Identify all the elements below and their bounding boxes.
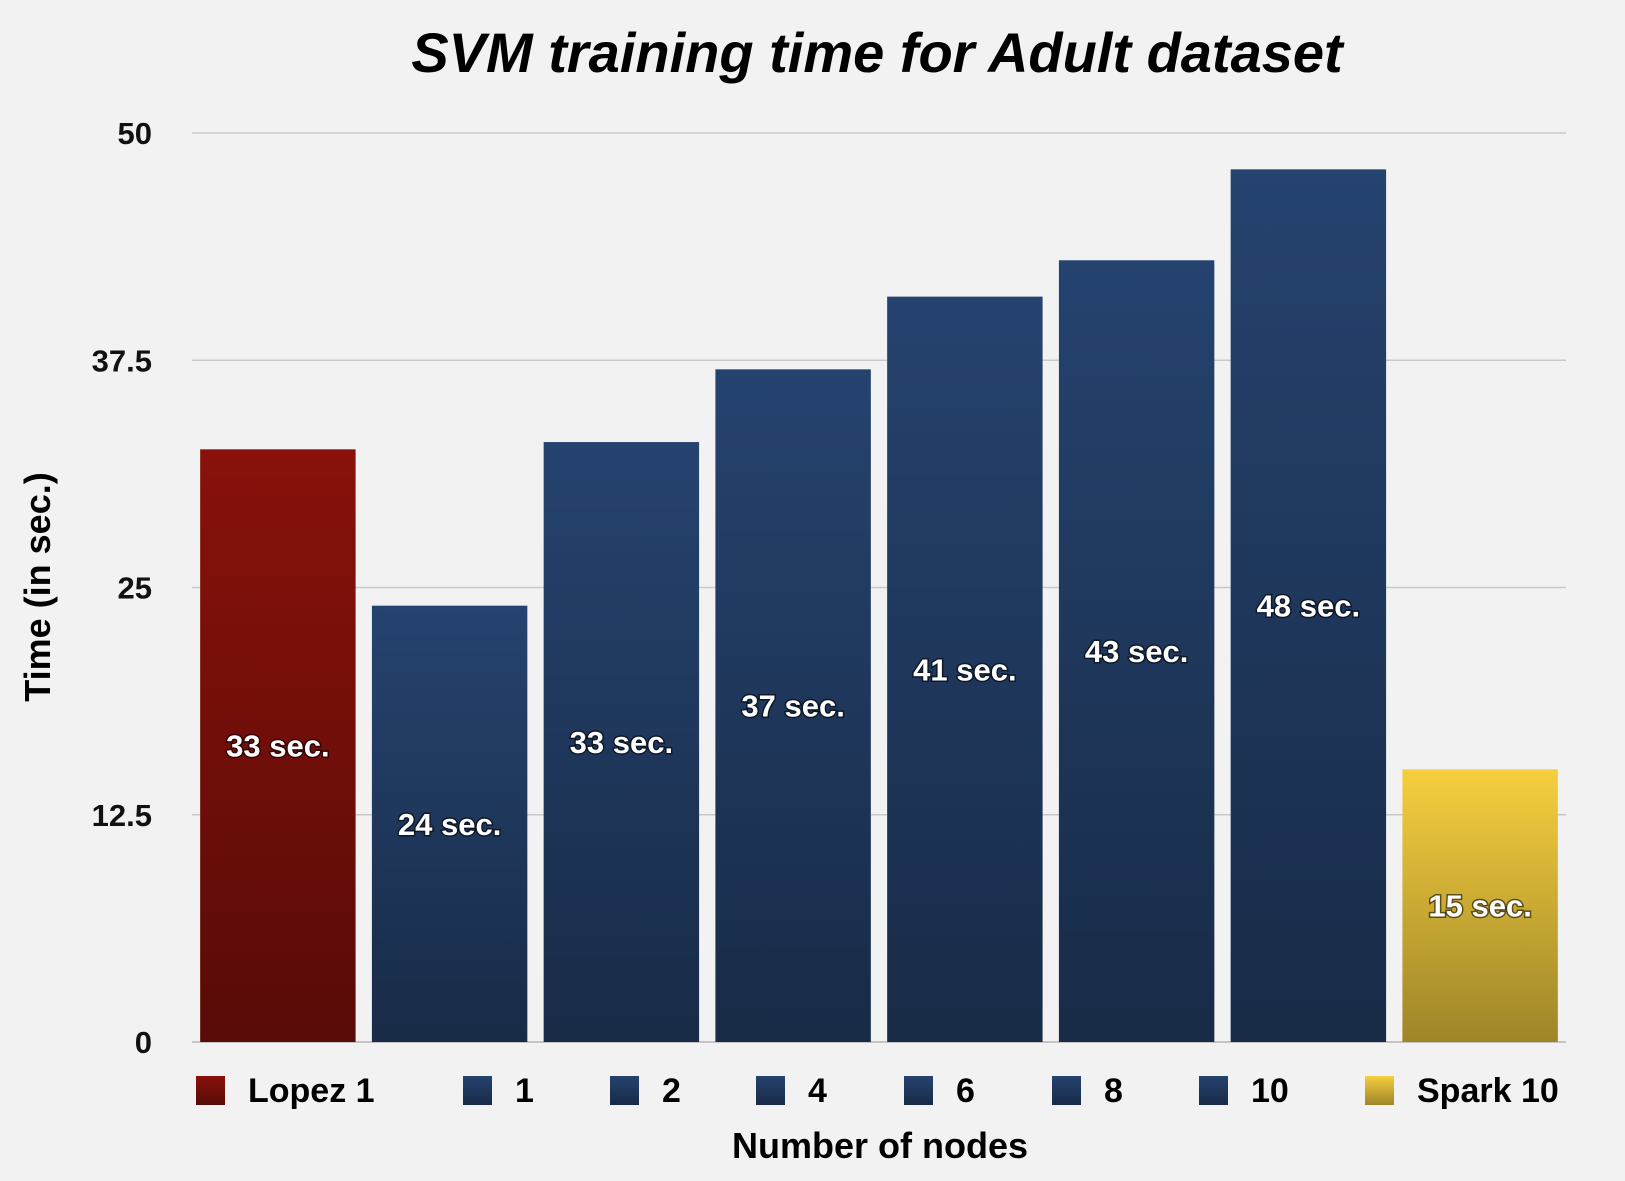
bar-data-label: 41 sec. — [913, 652, 1016, 687]
y-tick-label: 25 — [118, 571, 152, 606]
bar — [715, 369, 871, 1043]
bar — [371, 605, 528, 1042]
legend-swatch — [904, 1076, 933, 1105]
y-axis-ticks: 0 12.5 25 37.5 50 — [92, 116, 152, 1060]
bar-data-label: 24 sec. — [398, 807, 501, 842]
bar-data-label: 43 sec. — [1085, 634, 1188, 669]
y-tick-label: 37.5 — [92, 343, 152, 378]
legend-swatch — [756, 1076, 785, 1105]
legend: Lopez 1 1 2 4 6 8 10 Spark 10 — [196, 1072, 1559, 1110]
legend-item: 8 — [1052, 1072, 1123, 1110]
bar — [1402, 769, 1558, 1042]
legend-label: Lopez 1 — [248, 1072, 375, 1110]
data-labels: 33 sec. 24 sec. 33 sec. 37 sec. 41 sec. 43 se… — [225, 587, 1534, 925]
legend-swatch — [1052, 1076, 1081, 1105]
bar — [1058, 260, 1215, 1042]
y-tick-label: 12.5 — [92, 798, 152, 833]
bar-data-label: 48 sec. — [1257, 589, 1360, 624]
legend-label: Spark 10 — [1417, 1072, 1559, 1110]
bar-data-label: 15 sec. — [1428, 889, 1531, 924]
legend-label: 2 — [662, 1072, 681, 1110]
legend-item: 10 — [1199, 1072, 1289, 1110]
legend-label: 4 — [808, 1072, 827, 1110]
y-tick-label: 50 — [118, 116, 152, 151]
legend-item: 4 — [756, 1072, 827, 1110]
legend-label: 6 — [956, 1072, 975, 1110]
bar — [200, 449, 356, 1042]
bar-data-label: 33 sec. — [570, 725, 673, 760]
legend-swatch — [1199, 1076, 1228, 1105]
legend-item: Lopez 1 — [196, 1072, 375, 1110]
bars — [200, 169, 1558, 1043]
legend-swatch — [610, 1076, 639, 1105]
legend-item: 1 — [463, 1072, 534, 1110]
y-tick-label: 0 — [135, 1025, 152, 1060]
legend-label: 10 — [1251, 1072, 1289, 1110]
bar-data-label: 33 sec. — [226, 729, 329, 764]
legend-item: Spark 10 — [1365, 1072, 1559, 1110]
chart-title: SVM training time for Adult dataset — [411, 21, 1345, 84]
legend-label: 8 — [1104, 1072, 1123, 1110]
legend-swatch — [196, 1076, 225, 1105]
bar-data-label: 37 sec. — [741, 689, 844, 724]
bar — [887, 296, 1043, 1042]
legend-swatch — [463, 1076, 492, 1105]
bar — [1230, 169, 1387, 1043]
x-axis-label: Number of nodes — [732, 1125, 1028, 1166]
legend-item: 6 — [904, 1072, 975, 1110]
legend-swatch — [1365, 1076, 1394, 1105]
legend-label: 1 — [515, 1072, 534, 1110]
y-axis-label: Time (in sec.) — [17, 472, 58, 701]
legend-item: 2 — [610, 1072, 681, 1110]
bar — [543, 442, 700, 1042]
